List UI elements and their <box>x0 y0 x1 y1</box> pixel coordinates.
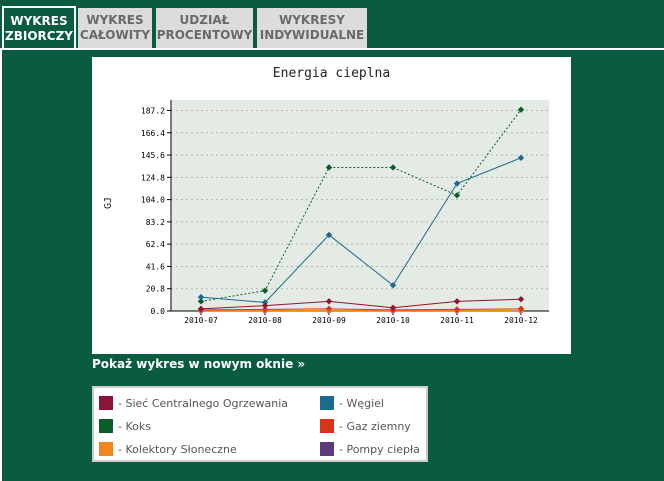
legend-swatch <box>320 419 334 433</box>
data-point <box>517 154 525 162</box>
tab-label-line2: CAŁOWITY <box>79 28 151 42</box>
x-tick-label: 2010-10 <box>376 316 410 325</box>
data-point <box>389 164 397 171</box>
data-point <box>261 302 269 309</box>
legend-swatch <box>99 396 113 410</box>
plot-area <box>171 100 549 311</box>
tab-wykres-zbiorczy[interactable]: WYKRES ZBIORCZY <box>2 6 76 50</box>
y-tick-label: 187.2 <box>141 106 165 115</box>
legend-item: - Kolektory Słoneczne <box>99 440 237 458</box>
content-border-left <box>0 48 2 481</box>
legend-label: - Gaz ziemny <box>339 419 411 433</box>
x-tick-label: 2010-11 <box>440 316 474 325</box>
legend-label: - Pompy ciepła <box>339 442 420 456</box>
tab-label-line1: WYKRES <box>86 13 144 27</box>
legend-label: - Koks <box>118 419 151 433</box>
tab-label-line2: PROCENTOWY <box>156 28 253 42</box>
data-point <box>517 106 525 113</box>
tab-label-line1: WYKRESY <box>279 13 345 27</box>
tab-udzial-procentowy[interactable]: UDZIAŁ PROCENTOWY <box>156 8 255 48</box>
legend-swatch <box>320 396 334 410</box>
tab-label-line1: UDZIAŁ <box>179 13 230 27</box>
data-point <box>261 299 269 306</box>
y-tick-label: 62.4 <box>146 240 165 249</box>
chart-panel: Energia cieplna 0.0 20.8 41.6 62.4 83.2 104.0… <box>92 57 571 354</box>
legend-item: - Koks <box>99 417 151 435</box>
legend-label: - Sieć Centralnego Ogrzewania <box>118 396 289 410</box>
data-point <box>453 192 461 199</box>
y-tick-label: 166.4 <box>141 129 165 138</box>
series-line <box>200 308 522 311</box>
x-tick-label: 2010-07 <box>184 316 218 325</box>
x-tick-label: 2010-09 <box>312 316 346 325</box>
data-point <box>325 305 333 313</box>
tab-wykresy-indywidualne[interactable]: WYKRESY INDYWIDUALNE <box>257 8 369 48</box>
data-point <box>197 305 205 313</box>
legend-label: - Kolektory Słoneczne <box>118 442 237 456</box>
data-point <box>389 282 397 289</box>
energy-line-chart: 0.0 20.8 41.6 62.4 83.2 104.0 124.8 145.6 166.4 1… <box>103 100 549 325</box>
x-tick-label: 2010-08 <box>248 316 282 325</box>
open-new-window-link[interactable]: Pokaż wykres w nowym oknie » <box>92 357 306 371</box>
legend: - Sieć Centralnego Ogrzewania - Węgiel -… <box>92 386 428 462</box>
data-point <box>325 298 333 305</box>
x-tick-label: 2010-12 <box>504 316 538 325</box>
y-tick-label: 41.6 <box>146 262 165 271</box>
data-point <box>325 164 333 171</box>
legend-swatch <box>99 419 113 433</box>
y-tick-label: 20.8 <box>146 285 165 294</box>
series-line <box>200 157 522 303</box>
y-tick-label: 83.2 <box>146 218 165 227</box>
tab-wykres-calowity[interactable]: WYKRES CAŁOWITY <box>78 8 154 48</box>
data-point <box>517 305 525 313</box>
series-line <box>200 298 522 310</box>
legend-item: - Pompy ciepła <box>320 440 420 458</box>
y-tick-label: 145.6 <box>141 151 165 160</box>
legend-item: - Sieć Centralnego Ogrzewania <box>99 394 288 412</box>
tab-bar: WYKRES ZBIORCZY WYKRES CAŁOWITY UDZIAŁ PROC… <box>0 0 664 50</box>
data-point <box>453 298 461 305</box>
chart-title: Energia cieplna <box>272 66 391 81</box>
legend-item: - Gaz ziemny <box>320 417 411 435</box>
tab-label-line2: INDYWIDUALNE <box>259 28 365 42</box>
legend-swatch <box>320 442 334 456</box>
legend-label: - Węgiel <box>339 396 384 410</box>
y-tick-label: 0.0 <box>151 307 166 316</box>
data-point <box>517 296 525 303</box>
y-axis-label: GJ <box>103 197 114 209</box>
data-point <box>453 180 461 187</box>
tab-label-line2: ZBIORCZY <box>5 29 73 43</box>
legend-swatch <box>99 442 113 456</box>
tab-label-line1: WYKRES <box>10 14 68 28</box>
y-tick-label: 124.8 <box>141 173 165 182</box>
data-point <box>389 304 397 311</box>
tab-divider-line <box>0 48 664 50</box>
data-point <box>325 231 333 239</box>
legend-item: - Węgiel <box>320 394 384 412</box>
y-tick-label: 104.0 <box>141 196 165 205</box>
